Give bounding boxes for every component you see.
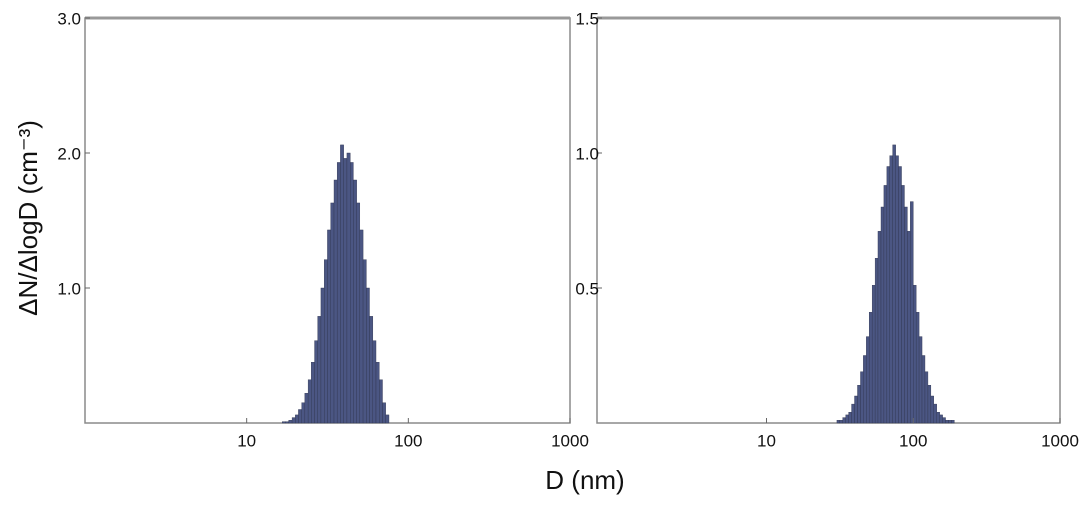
x-tick-label: 100 [394, 431, 422, 450]
y-tick-label: 0.5 [575, 279, 599, 298]
histogram-bar [366, 287, 370, 424]
histogram-bar [350, 162, 354, 424]
histogram-bar [854, 395, 858, 424]
histogram-bar [860, 371, 864, 424]
histogram-bar [933, 403, 937, 424]
histogram-bar [927, 385, 932, 424]
y-tick-label: 3.0 [57, 9, 81, 28]
histogram-bar [901, 185, 905, 424]
x-tick-label: 1000 [551, 431, 589, 450]
histogram-bar [880, 206, 885, 424]
histogram-bar [868, 312, 873, 424]
histogram-bar [343, 158, 348, 424]
histogram-bar [356, 202, 361, 424]
histogram-bar [353, 179, 357, 424]
histogram-bar [317, 316, 322, 424]
histogram-bar [871, 285, 876, 424]
histogram-bar [382, 402, 386, 424]
histogram-bar [924, 371, 929, 424]
histogram-bar [336, 162, 341, 424]
histogram-bar [913, 285, 917, 424]
histogram-bar [327, 229, 331, 424]
histogram-bar [330, 202, 335, 424]
histogram-bar [851, 403, 855, 424]
histogram-bar [939, 414, 943, 424]
histogram-bar [874, 258, 879, 424]
histogram-bar [921, 355, 926, 424]
histogram-bar [948, 420, 952, 424]
histogram-bar [372, 340, 377, 424]
y-tick-label: 1.0 [575, 144, 599, 163]
histogram-bar [866, 336, 870, 424]
x-axis-title: D (nm) [545, 465, 624, 495]
histogram-bar [385, 414, 390, 424]
histogram-bar [836, 420, 841, 424]
histogram-bar [311, 362, 315, 424]
y-tick-label: 1.0 [57, 279, 81, 298]
histogram-bar [951, 420, 955, 424]
y-tick-label: 2.0 [57, 144, 81, 163]
histogram-bar [877, 231, 882, 424]
x-tick-label: 10 [757, 431, 776, 450]
histogram-bar [288, 420, 293, 424]
histogram-bar [910, 201, 914, 424]
histogram-bar [304, 393, 309, 424]
histogram-bar [857, 385, 861, 424]
histogram-bar [898, 166, 902, 424]
histogram-bar [282, 421, 286, 424]
histogram-bar [320, 287, 325, 424]
histogram-bar [333, 179, 338, 424]
histogram-bar [301, 402, 306, 424]
histogram-bar [845, 414, 849, 424]
histogram-bar [285, 421, 289, 424]
histogram-bar [915, 312, 920, 424]
histogram-bar [892, 144, 896, 424]
y-tick-label: 1.5 [575, 9, 599, 28]
histogram-bar [883, 185, 888, 424]
histogram-bar [340, 144, 344, 424]
histogram-bar [298, 409, 302, 424]
x-tick-label: 10 [237, 431, 256, 450]
histogram-bar [936, 412, 940, 424]
histogram-bar [907, 231, 911, 424]
histogram-bar [886, 166, 890, 424]
x-tick-label: 100 [899, 431, 927, 450]
plot-area [596, 17, 1061, 424]
histogram-bar [863, 355, 867, 424]
histogram-bar [362, 259, 367, 424]
histogram-bar [895, 155, 899, 424]
histogram-bar [295, 414, 299, 424]
histogram-bar [369, 316, 374, 424]
histogram-bar [918, 336, 923, 424]
histogram-bar [839, 420, 843, 424]
histogram-bar [375, 362, 380, 424]
x-tick-label: 1000 [1041, 431, 1079, 450]
histogram-bar [942, 417, 946, 424]
histogram-bar [889, 155, 893, 424]
histogram-bar [346, 152, 351, 424]
histogram-bar [379, 379, 383, 424]
histogram-bar [848, 412, 852, 424]
histogram-bar [359, 229, 364, 424]
histogram-bar [842, 417, 846, 424]
histogram-bar [307, 379, 312, 424]
histogram-bar [314, 340, 318, 424]
y-axis-title: ΔN/ΔlogD (cm⁻³) [13, 120, 43, 316]
histogram-bar [945, 420, 949, 424]
histogram-bar [904, 206, 908, 424]
histogram-bar [324, 259, 328, 424]
histogram-bar [291, 417, 296, 424]
histogram-bar [930, 395, 934, 424]
